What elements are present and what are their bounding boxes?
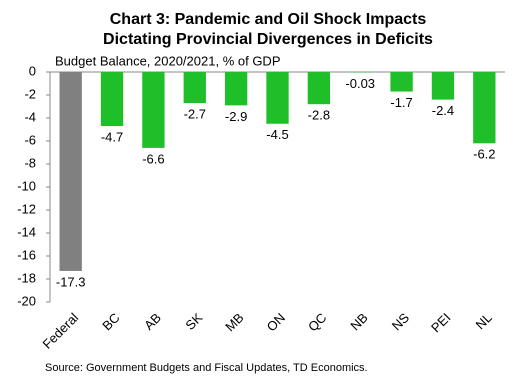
y-tick-label: 0 [29,63,36,78]
bar [266,72,289,124]
value-label: -2.4 [432,103,454,118]
y-tick-label: -6 [24,132,36,147]
x-tick-label: MB [222,310,246,334]
value-label: -2.7 [184,106,206,121]
chart-title-line: Chart 3: Pandemic and Oil Shock Impacts [110,11,427,28]
value-label: -6.2 [473,147,495,162]
x-tick-label: QC [305,310,329,334]
bar [100,72,124,127]
value-label: -2.9 [225,109,247,124]
bar [390,72,413,92]
x-tick-label: NL [473,310,495,332]
x-tick-label: Federal [39,310,81,352]
bar [473,72,496,144]
bar [59,72,82,271]
x-tick-label: PEI [428,310,453,335]
x-tick-label: SK [182,310,205,333]
bar [224,72,248,106]
x-tick-label: AB [141,310,164,333]
y-tick-label: -16 [17,247,36,262]
bar [142,72,165,148]
value-label: -2.8 [308,108,330,123]
y-tick-label: -12 [17,201,36,216]
y-tick-label: -10 [17,178,36,193]
value-label: -4.5 [266,127,288,142]
y-tick-label: -20 [17,293,36,308]
y-tick-label: -14 [17,224,36,239]
x-tick-label: BC [99,310,122,333]
bar [307,72,331,105]
y-tick-label: -2 [24,86,36,101]
bar [431,72,455,100]
value-label: -0.03 [345,76,375,91]
value-label: -6.6 [142,151,164,166]
x-tick-label: ON [264,310,288,334]
x-tick-label: NS [389,310,413,334]
value-label: -4.7 [101,129,123,144]
bar [183,72,206,104]
chart-subtitle: Budget Balance, 2020/2021, % of GDP [55,53,281,68]
y-tick-label: -4 [24,109,36,124]
value-label: -1.7 [390,95,412,110]
value-label: -17.3 [56,274,86,289]
source-note: Source: Government Budgets and Fiscal Up… [45,362,368,374]
y-tick-label: -8 [24,155,36,170]
chart-title-line: Dictating Provincial Divergences in Defi… [103,31,433,48]
x-tick-label: NB [347,310,370,333]
y-tick-label: -18 [17,270,36,285]
